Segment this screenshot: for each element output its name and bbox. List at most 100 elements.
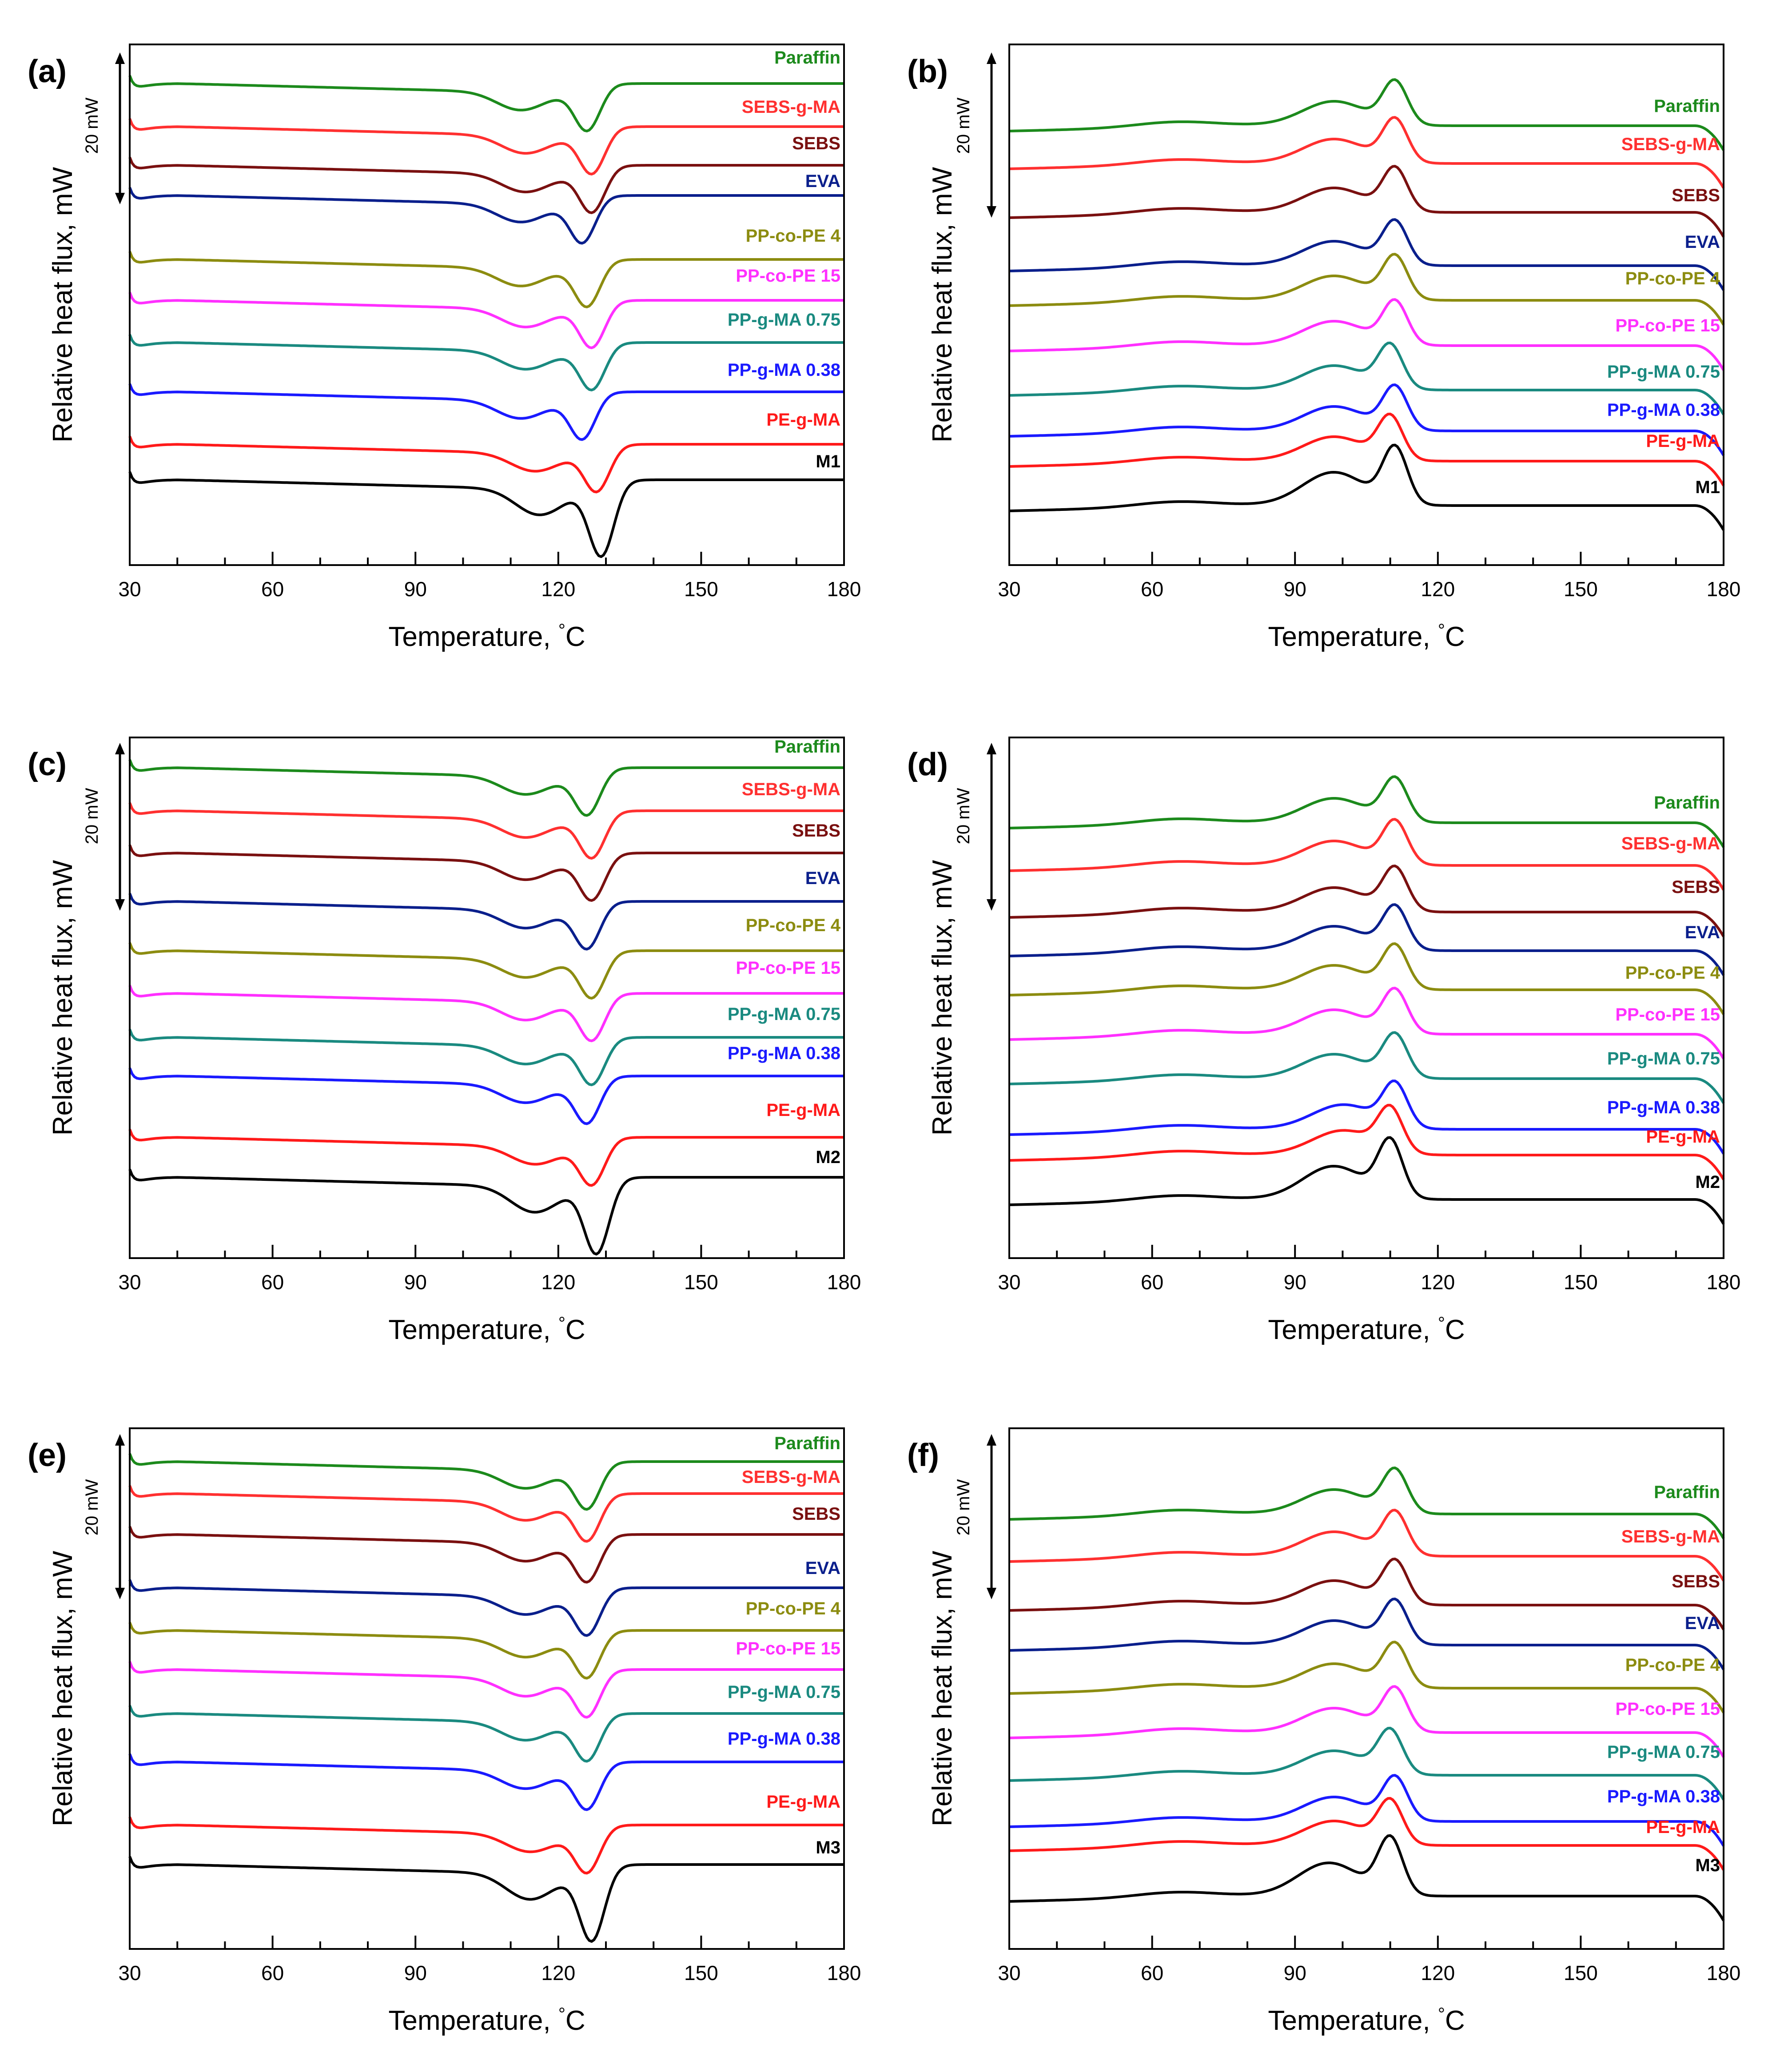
legend-label: PP-g-MA 0.38: [1607, 1787, 1720, 1806]
legend-label: PP-g-MA 0.75: [1607, 1049, 1720, 1068]
legend-label: M3: [1695, 1856, 1720, 1875]
x-tick-label: 180: [1707, 1271, 1741, 1294]
curve-sebs: [1009, 165, 1725, 238]
legend-label: EVA: [805, 171, 840, 191]
x-tick-label: 150: [684, 1271, 718, 1294]
curve-m3: [1009, 1834, 1725, 1921]
panel-d: Paraffin SEBS-g-MA SEBS EVA PP-co-PE 4 PP-co-…: [907, 737, 1740, 1345]
curve-pp-g-ma-0-75: [1009, 1031, 1725, 1104]
x-tick-label: 120: [1421, 1961, 1455, 1984]
curve-sebs: [128, 1526, 844, 1584]
legend-label: PE-g-MA: [766, 1100, 840, 1120]
legend-label: SEBS-g-MA: [1621, 1527, 1720, 1546]
curve-eva: [128, 1579, 844, 1637]
curve-pp-g-ma-0-38: [1009, 1080, 1725, 1155]
x-tick-label: 90: [404, 1271, 427, 1294]
arrow-up-icon: [115, 1434, 125, 1446]
plot-frame: [1008, 1427, 1724, 1950]
x-tick-label: 30: [118, 1271, 141, 1294]
arrow-up-icon: [115, 52, 125, 64]
arrow-down-icon: [987, 206, 996, 218]
legend-label: PP-co-PE 4: [746, 916, 841, 935]
curve-m2: [1009, 1136, 1725, 1225]
legend-label: SEBS: [1672, 877, 1720, 897]
legend-label: SEBS: [792, 1504, 840, 1524]
legend-label: SEBS: [792, 821, 840, 841]
curve-eva: [128, 893, 844, 951]
curve-pe-g-ma: [128, 1816, 844, 1875]
x-tick-label: 90: [1284, 578, 1306, 601]
curve-pp-g-ma-0-38: [1009, 1774, 1725, 1847]
legend-label: SEBS: [1672, 186, 1720, 205]
arrow-down-icon: [987, 1588, 996, 1599]
arrow-down-icon: [115, 193, 125, 204]
x-tick-label: 150: [684, 1961, 718, 1984]
x-tick-label: 150: [1564, 1271, 1598, 1294]
x-tick-label: 30: [118, 1961, 141, 1984]
legend-label: EVA: [1685, 923, 1720, 942]
curve-m3: [128, 1856, 844, 1943]
curve-m1: [1009, 443, 1725, 531]
curve-pe-g-ma: [1009, 412, 1725, 486]
legend-label: PE-g-MA: [766, 1792, 840, 1812]
curve-sebs: [128, 844, 844, 902]
legend-label: Paraffin: [774, 48, 840, 68]
curve-pe-g-ma: [128, 435, 844, 494]
legend-label: PE-g-MA: [1646, 431, 1720, 451]
legend-label: EVA: [1685, 232, 1720, 252]
x-tick-label: 180: [1707, 578, 1741, 601]
x-axis-label: Temperature, °C: [388, 621, 585, 652]
curve-pp-g-ma-0-75: [128, 334, 844, 391]
curve-pp-g-ma-0-38: [128, 1067, 844, 1125]
legend-label: EVA: [805, 869, 840, 888]
panel-f: Paraffin SEBS-g-MA SEBS EVA PP-co-PE 4 PP-co-…: [907, 1427, 1740, 2036]
legend-label: PP-co-PE 4: [1625, 1655, 1720, 1675]
curve-m1: [128, 471, 844, 558]
legend-label: PP-co-PE 15: [1615, 1699, 1720, 1719]
arrow-down-icon: [115, 899, 125, 911]
panel-a: Paraffin SEBS-g-MA SEBS EVA PP-co-PE 4 PP-co-…: [28, 44, 861, 652]
plot-frame: [129, 1427, 845, 1950]
x-axis-label: Temperature, °C: [1268, 621, 1465, 652]
curve-sebs-g-ma: [128, 118, 844, 175]
curve-pp-g-ma-0-75: [128, 1028, 844, 1086]
y-axis-label: Relative heat flux, mW: [48, 167, 78, 442]
legend-label: M2: [1695, 1172, 1720, 1192]
arrow-down-icon: [115, 1588, 125, 1599]
legend-label: SEBS-g-MA: [742, 780, 840, 799]
legend-label: PP-g-MA 0.38: [728, 1044, 840, 1063]
y-axis-label: Relative heat flux, mW: [927, 167, 958, 442]
x-tick-label: 120: [1421, 1271, 1455, 1294]
y-axis-label: Relative heat flux, mW: [48, 860, 78, 1136]
panel-label: (e): [28, 1438, 67, 1473]
x-tick-label: 30: [118, 578, 141, 601]
curve-pp-co-pe-15: [1009, 298, 1725, 371]
legend-label: PP-co-PE 15: [736, 958, 840, 978]
arrow-up-icon: [987, 52, 996, 64]
legend-label: Paraffin: [1654, 96, 1720, 116]
scale-bar-label: 20 mW: [82, 1479, 102, 1535]
legend-label: PP-co-PE 4: [1625, 269, 1720, 288]
curve-pp-co-pe-15: [128, 984, 844, 1042]
curve-sebs-g-ma: [1009, 1509, 1725, 1582]
legend-label: PP-g-MA 0.38: [1607, 400, 1720, 420]
legend-label: M1: [816, 452, 840, 471]
curve-pe-g-ma: [128, 1128, 844, 1187]
curve-m2: [128, 1168, 844, 1256]
curve-pp-co-pe-4: [128, 942, 844, 1000]
curve-sebs: [128, 156, 844, 214]
x-axis-label: Temperature, °C: [1268, 1314, 1465, 1345]
legend-label: PE-g-MA: [766, 410, 840, 430]
arrow-up-icon: [987, 1434, 996, 1446]
curve-pp-co-pe-15: [1009, 987, 1725, 1060]
curve-pp-co-pe-4: [128, 251, 844, 308]
plot-frame: [1008, 737, 1724, 1259]
x-tick-label: 180: [827, 1961, 861, 1984]
x-tick-label: 30: [998, 1961, 1020, 1984]
panel-label: (d): [907, 747, 948, 782]
legend-label: PE-g-MA: [1646, 1817, 1720, 1837]
curve-paraffin: [128, 75, 844, 132]
scale-bar-label: 20 mW: [954, 788, 973, 844]
x-axis-label: Temperature, °C: [388, 2004, 585, 2036]
curve-pp-g-ma-0-38: [128, 383, 844, 441]
